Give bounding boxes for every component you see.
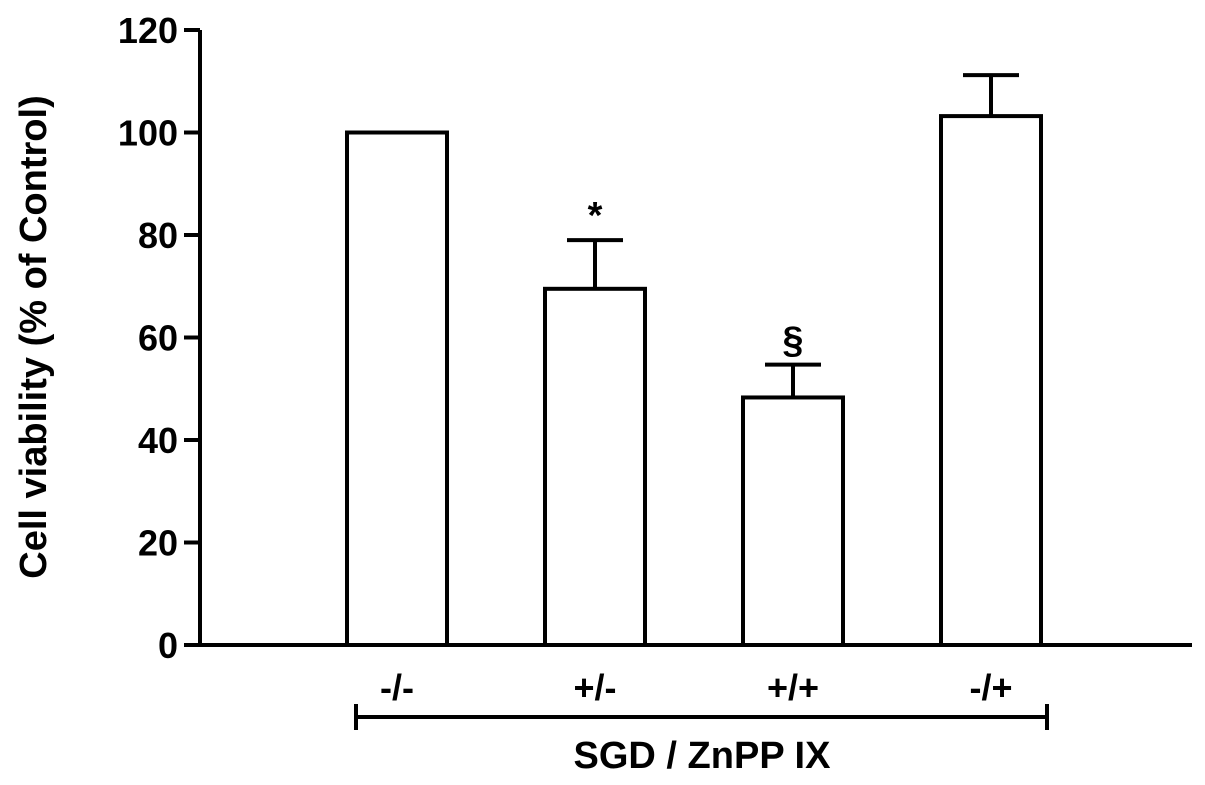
x-tick-label: +/- [573,667,616,708]
y-tick-label: 40 [138,420,178,461]
bar [543,286,647,647]
y-axis-title: Cell viability (% of Control) [13,95,55,578]
significance-marker: § [782,320,803,362]
x-tick-label: -/+ [969,667,1012,708]
significance-marker: * [588,195,603,237]
bars: *§ [345,73,1043,648]
y-tick-label: 100 [118,113,178,154]
bar [345,130,449,647]
y-tick-label: 80 [138,215,178,256]
y-axis: 0 20 40 60 80 100 120 [118,10,202,666]
y-tick-label: 0 [158,625,178,666]
x-tick-label: +/+ [767,667,819,708]
x-axis: -/- +/- +/+ -/+ [198,643,1192,708]
bar [939,114,1043,648]
y-tick-label: 120 [118,10,178,51]
group-bracket [354,704,1049,730]
bar [741,395,845,647]
y-tick-label: 20 [138,523,178,564]
y-tick-label: 60 [138,318,178,359]
x-tick-label: -/- [380,667,414,708]
x-axis-title: SGD / ZnPP IX [574,735,832,777]
